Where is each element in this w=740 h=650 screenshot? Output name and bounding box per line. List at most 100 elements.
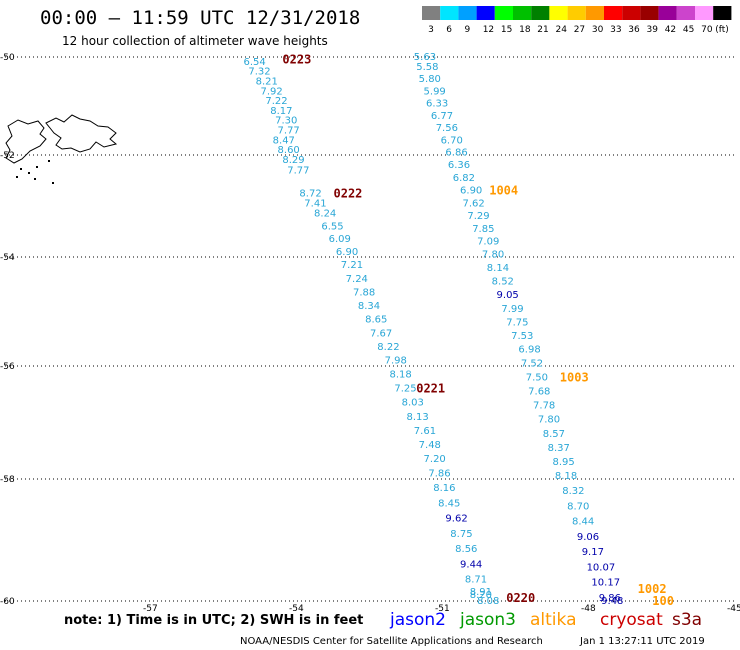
wave-height-value: 10.07 [587,562,616,573]
wave-height-value: 8.65 [365,315,387,326]
wave-height-value: 8.22 [377,342,399,353]
footer-note: note: 1) Time is in UTC; 2) SWH is in fe… [64,613,363,628]
wave-height-value: 8.45 [438,498,460,509]
wave-height-value: 8.29 [282,155,304,166]
lat-label: -60 [0,597,15,607]
east-falkland-outline [45,114,118,153]
legend-label: 39 [647,25,659,35]
wave-height-value: 7.77 [287,165,309,176]
wave-height-value: 8.21 [256,77,278,88]
satellite-name: s3a [672,610,702,630]
legend-label: 3 [428,25,434,35]
wave-height-value: 7.22 [265,96,287,107]
wave-height-value: 7.61 [414,426,436,437]
legend-label: 12 [483,25,494,35]
lat-label: -56 [0,362,15,372]
legend-swatch [604,6,623,20]
lon-label: -57 [143,604,158,614]
satellite-name: jason2 [389,610,446,630]
wave-height-value: 9.17 [582,547,604,558]
wave-height-value: 8.03 [402,398,424,409]
wave-height-value: 7.41 [304,198,326,209]
wave-height-value: 8.17 [270,106,292,117]
satellite-name: jason3 [459,610,516,630]
pass-id-label: 0223 [282,52,311,66]
legend-swatch [585,6,604,20]
pass-id-label: 1002 [638,582,667,596]
pass-id-label: 100 [652,594,674,608]
wave-height-value: 7.88 [353,287,375,298]
wave-height-value: 8.18 [389,369,411,380]
wave-height-value: 6.98 [518,345,540,356]
pass-id-label: 0220 [506,591,535,605]
wave-height-value: 5.63 [414,52,436,63]
lon-label: -48 [581,604,596,614]
wave-height-value: 7.32 [248,67,270,78]
wave-height-value: 10.17 [591,578,620,589]
satellite-name: altika [530,610,577,630]
legend-label: 6 [446,25,452,35]
wave-height-value: 6.90 [460,186,482,197]
legend-label: 15 [501,25,512,35]
legend-label: 24 [556,25,568,35]
pass-id-label: 1003 [560,370,589,384]
legend-label: 36 [628,25,640,35]
wave-height-value: 7.53 [511,331,533,342]
wave-height-value: 6.09 [329,234,351,245]
wave-height-value: 8.70 [567,501,589,512]
legend-swatch [658,6,677,20]
wave-height-value: 8.14 [487,263,509,274]
wave-height-value: 9.44 [460,559,482,570]
lon-label: -54 [289,604,304,614]
wave-height-legend: 3 6 9 12 15 18 21 24 27 30 33 36 39 42 45 70 (ft) [422,6,732,35]
island-dot [20,168,22,170]
island-dot [28,172,30,174]
footer-credit: NOAA/NESDIS Center for Satellite Applica… [240,636,543,647]
falkland-islands-coastline [5,114,118,184]
pass-id-label: 0222 [334,186,363,200]
satellite-name: cryosat [600,610,663,630]
wave-height-value: 8.24 [314,209,336,220]
wave-height-value: 6.77 [431,111,453,122]
wave-height-value: 7.24 [346,274,368,285]
wave-height-value: 8.52 [492,277,514,288]
wave-height-value: 8.08 [477,596,499,607]
wave-height-value: 8.16 [433,483,455,494]
wave-height-value: 8.75 [450,529,472,540]
lat-label: -54 [0,253,15,263]
wave-height-value: 9.06 [577,532,599,543]
wave-height-value: 7.80 [482,249,504,260]
wave-height-value: 8.13 [407,412,429,423]
lon-label: -51 [435,604,450,614]
wave-height-value: 7.50 [526,372,548,383]
legend-swatch [440,6,459,20]
wave-height-value: 7.21 [341,260,363,271]
wave-height-value: 5.99 [424,86,446,97]
legend-swatch [695,6,714,20]
wave-height-value: 8.56 [455,544,477,555]
wave-height-value: 7.52 [521,358,543,369]
wave-height-value: 6.90 [336,247,358,258]
wave-height-value: 7.25 [394,384,416,395]
wave-height-value: 8.18 [555,471,577,482]
wave-height-value: 9.86 [599,593,621,604]
wave-height-value: 9.05 [497,290,519,301]
wave-height-value: 7.86 [428,468,450,479]
pass-id-label: 1004 [489,184,518,198]
legend-swatch [676,6,695,20]
west-falkland-outline [5,119,47,164]
map-subtitle: 12 hour collection of altimeter wave hei… [62,34,328,48]
wave-height-value: 7.85 [472,224,494,235]
wave-height-value: 8.37 [548,443,570,454]
lat-label: -50 [0,53,15,63]
legend-swatch [476,6,495,20]
wave-height-value: 6.55 [321,221,343,232]
wave-height-value: 9.62 [445,514,467,525]
island-dot [16,176,18,178]
legend-unit: (ft) [715,25,729,35]
wave-height-value: 6.70 [441,135,463,146]
map-title: 00:00 – 11:59 UTC 12/31/2018 [40,7,360,29]
wave-height-value: 7.68 [528,386,550,397]
wave-height-value: 9.48 [601,596,623,607]
